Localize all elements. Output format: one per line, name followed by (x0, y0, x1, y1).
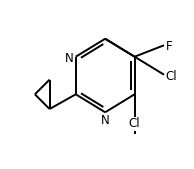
Text: F: F (166, 40, 172, 53)
Text: N: N (101, 114, 110, 127)
Text: N: N (65, 52, 74, 65)
Text: Cl: Cl (166, 70, 177, 83)
Text: Cl: Cl (129, 117, 140, 130)
